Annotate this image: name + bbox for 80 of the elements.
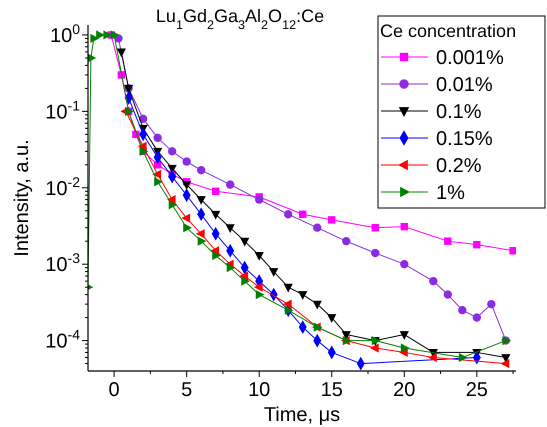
point: [328, 216, 336, 224]
point: [153, 134, 162, 142]
point: [372, 224, 379, 232]
point: [256, 290, 264, 300]
point: [284, 210, 292, 218]
y-tick-label: 10$^{-3}$: [45, 250, 80, 276]
point: [226, 180, 234, 189]
point: [196, 196, 206, 205]
x-tick-label: 25: [466, 379, 488, 401]
point: [103, 30, 112, 40]
point: [472, 313, 482, 322]
point: [509, 247, 516, 254]
point: [168, 147, 176, 156]
point: [226, 224, 235, 234]
point: [313, 224, 322, 232]
point: [500, 358, 510, 368]
point: [154, 177, 163, 186]
point: [183, 223, 192, 232]
point: [181, 214, 190, 223]
point: [196, 166, 206, 174]
point: [428, 352, 437, 362]
point: [212, 250, 221, 260]
x-axis-title: Time, μs: [264, 404, 340, 426]
point: [284, 284, 293, 292]
legend-label: 1%: [436, 182, 466, 204]
point: [269, 268, 278, 277]
point: [255, 195, 264, 204]
y-tick-label: 10$^{-1}$: [45, 97, 80, 124]
point: [429, 276, 438, 286]
x-tick-label: 20: [393, 379, 416, 401]
point: [226, 263, 236, 272]
point: [254, 252, 264, 261]
point: [211, 210, 220, 220]
point: [371, 248, 380, 258]
x-tick-label: 5: [181, 379, 192, 401]
legend-label: 0.1%: [436, 101, 482, 123]
legend-label: 0.15%: [436, 128, 493, 150]
point: [240, 238, 250, 246]
legend-title: Ce concentration: [380, 21, 516, 41]
point: [241, 276, 250, 286]
point: [196, 229, 205, 238]
legend-label: 0.2%: [436, 155, 482, 177]
point: [182, 181, 192, 190]
y-tick-label: 10$^{-2}$: [45, 174, 80, 200]
point: [400, 260, 408, 268]
point: [473, 240, 481, 248]
point: [212, 188, 220, 195]
point: [400, 343, 410, 353]
x-tick-label: 0: [108, 379, 120, 401]
x-tick-label: 10: [248, 379, 270, 401]
point: [400, 331, 409, 340]
point: [312, 300, 322, 310]
point: [116, 48, 126, 58]
y-axis-title: Intensity, a.u.: [11, 139, 33, 257]
point: [168, 200, 178, 210]
point: [282, 300, 292, 309]
y-tick-label: 10$^{-4}$: [45, 326, 80, 353]
point: [342, 237, 350, 246]
point: [152, 170, 162, 179]
point: [370, 343, 379, 353]
x-tick-label: 15: [320, 379, 343, 401]
point: [198, 236, 206, 246]
point: [458, 306, 467, 314]
point: [444, 290, 452, 299]
point: [444, 237, 452, 245]
point: [254, 282, 263, 292]
y-tick-label: 10$^{0}$: [50, 20, 80, 47]
point: [400, 222, 408, 230]
point: [487, 300, 496, 308]
point: [182, 157, 191, 166]
point: [284, 306, 294, 315]
point: [458, 352, 468, 362]
point: [299, 210, 306, 218]
legend-label: 0.01%: [436, 74, 493, 96]
chart-title: Lu$_{1}$Gd$_{2}$Ga$_{3}$Al$_{2}$O$_{12}$:Ce: [156, 6, 324, 32]
point: [298, 291, 308, 300]
point: [327, 314, 336, 323]
point: [96, 30, 105, 40]
legend-label: 0.001%: [436, 47, 504, 69]
point: [110, 30, 120, 40]
